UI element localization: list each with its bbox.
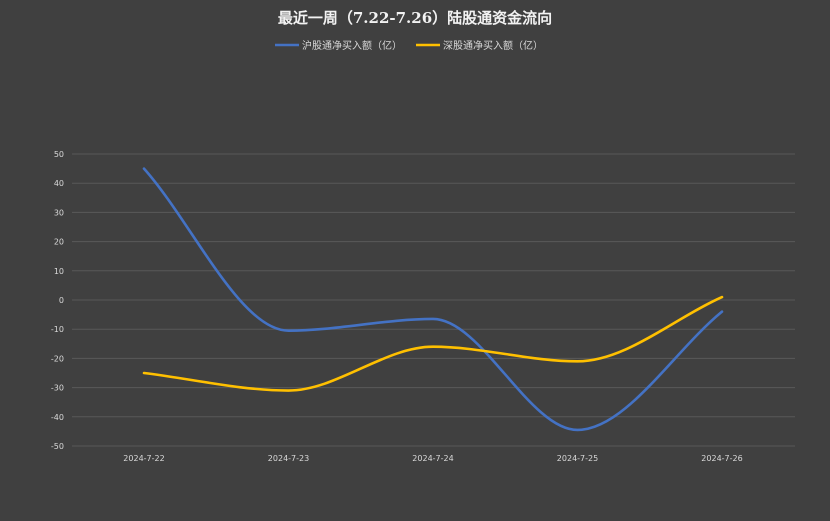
x-tick-label: 2024-7-22 (123, 454, 164, 463)
series-lines (142, 167, 724, 432)
x-tick-label: 2024-7-26 (701, 454, 742, 463)
y-tick-label: 20 (54, 238, 64, 247)
x-axis: 2024-7-22 2024-7-23 2024-7-24 2024-7-25 2024… (123, 454, 742, 463)
y-tick-label: 30 (54, 208, 64, 217)
legend-label-2: 深股通净买入额（亿） (443, 39, 543, 52)
y-tick-label: 40 (54, 179, 64, 188)
x-tick-label: 2024-7-24 (412, 454, 453, 463)
y-axis: 50 40 30 20 10 0 -10 -20 -30 -40 -50 (51, 150, 64, 451)
chart-title: 最近一周（7.22-7.26）陆股通资金流向 (278, 9, 552, 27)
series-line-2 (142, 295, 724, 392)
y-tick-label: -10 (51, 325, 64, 334)
x-tick-label: 2024-7-25 (557, 454, 598, 463)
y-tick-label: 10 (54, 267, 64, 276)
y-tick-label: 0 (59, 296, 64, 305)
legend-label-1: 沪股通净买入额（亿） (302, 39, 402, 52)
y-tick-label: -20 (51, 354, 64, 363)
y-tick-label: 50 (54, 150, 64, 159)
series-line-1 (142, 167, 724, 432)
y-tick-label: -40 (51, 413, 64, 422)
y-tick-label: -30 (51, 384, 64, 393)
x-tick-label: 2024-7-23 (268, 454, 309, 463)
gridlines (72, 153, 795, 447)
legend: 沪股通净买入额（亿） 深股通净买入额（亿） (275, 39, 543, 52)
y-tick-label: -50 (51, 442, 64, 451)
